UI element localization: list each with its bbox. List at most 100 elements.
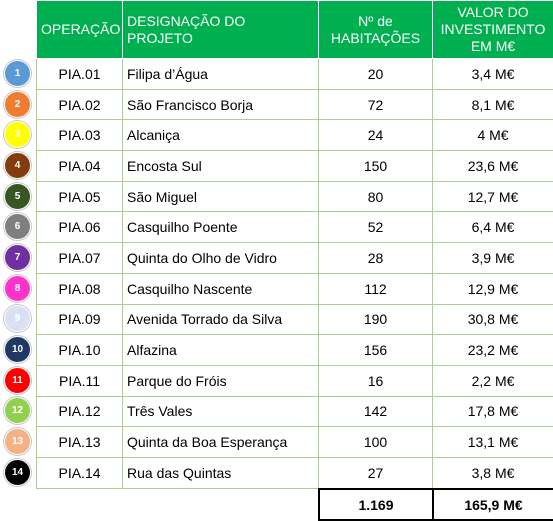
marker-row: 3 bbox=[0, 119, 36, 150]
marker-row: 10 bbox=[0, 334, 36, 365]
investment-cell: 3,4 M€ bbox=[433, 59, 553, 90]
dwellings-cell: 72 bbox=[319, 89, 433, 120]
dwellings-cell: 80 bbox=[319, 181, 433, 212]
operation-number-badge: 7 bbox=[4, 244, 31, 271]
marker-row: 1 bbox=[0, 58, 36, 89]
marker-row: 2 bbox=[0, 89, 36, 120]
operation-number-badge: 12 bbox=[4, 397, 31, 424]
project-name-cell: Alcaniça bbox=[123, 120, 319, 151]
operation-code-cell: PIA.12 bbox=[37, 396, 123, 427]
operation-number-badge: 11 bbox=[4, 367, 31, 394]
marker-row: 5 bbox=[0, 181, 36, 212]
operation-number-badge: 13 bbox=[4, 428, 31, 455]
operation-code-cell: PIA.04 bbox=[37, 151, 123, 182]
operation-number-badge: 1 bbox=[4, 60, 31, 87]
investment-table: OPERAÇÃO DESIGNAÇÃO DO PROJETO Nº de HAB… bbox=[36, 0, 553, 489]
project-name-cell: Filipa d’Água bbox=[123, 59, 319, 90]
project-name-cell: São Miguel bbox=[123, 181, 319, 212]
investment-cell: 30,8 M€ bbox=[433, 304, 553, 335]
dwellings-cell: 28 bbox=[319, 243, 433, 274]
totals-table: 1.169 165,9 M€ bbox=[318, 488, 553, 521]
operation-code-cell: PIA.02 bbox=[37, 89, 123, 120]
dwellings-cell: 27 bbox=[319, 457, 433, 488]
investment-cell: 3,8 M€ bbox=[433, 457, 553, 488]
dwellings-cell: 190 bbox=[319, 304, 433, 335]
investment-cell: 8,1 M€ bbox=[433, 89, 553, 120]
dwellings-cell: 100 bbox=[319, 427, 433, 458]
operation-number-badge: 4 bbox=[4, 152, 31, 179]
operation-code-cell: PIA.11 bbox=[37, 365, 123, 396]
project-name-cell: Casquilho Nascente bbox=[123, 273, 319, 304]
project-name-cell: Parque do Fróis bbox=[123, 365, 319, 396]
operation-number-badge: 3 bbox=[4, 121, 31, 148]
marker-row: 11 bbox=[0, 365, 36, 396]
operation-code-cell: PIA.09 bbox=[37, 304, 123, 335]
marker-row: 7 bbox=[0, 242, 36, 273]
project-name-cell: Casquilho Poente bbox=[123, 212, 319, 243]
operation-number-badge: 10 bbox=[4, 336, 31, 363]
investment-cell: 13,1 M€ bbox=[433, 427, 553, 458]
project-name-cell: São Francisco Borja bbox=[123, 89, 319, 120]
investment-cell: 12,9 M€ bbox=[433, 273, 553, 304]
investment-cell: 4 M€ bbox=[433, 120, 553, 151]
dwellings-cell: 142 bbox=[319, 396, 433, 427]
header-row: OPERAÇÃO DESIGNAÇÃO DO PROJETO Nº de HAB… bbox=[37, 1, 553, 59]
operation-number-badge: 6 bbox=[4, 213, 31, 240]
marker-row: 4 bbox=[0, 150, 36, 181]
operation-code-cell: PIA.06 bbox=[37, 212, 123, 243]
totals-row: 1.169 165,9 M€ bbox=[319, 489, 553, 520]
dwellings-cell: 156 bbox=[319, 335, 433, 366]
operation-number-badge: 2 bbox=[4, 91, 31, 118]
total-dwellings: 1.169 bbox=[319, 489, 433, 520]
marker-row: 8 bbox=[0, 273, 36, 304]
operation-code-cell: PIA.03 bbox=[37, 120, 123, 151]
operation-code-cell: PIA.10 bbox=[37, 335, 123, 366]
operation-code-cell: PIA.13 bbox=[37, 427, 123, 458]
operation-code-cell: PIA.07 bbox=[37, 243, 123, 274]
project-name-cell: Avenida Torrado da Silva bbox=[123, 304, 319, 335]
operation-code-cell: PIA.08 bbox=[37, 273, 123, 304]
investment-cell: 2,2 M€ bbox=[433, 365, 553, 396]
investment-cell: 23,2 M€ bbox=[433, 335, 553, 366]
operation-number-badge: 9 bbox=[4, 305, 31, 332]
investment-cell: 6,4 M€ bbox=[433, 212, 553, 243]
investment-cell: 17,8 M€ bbox=[433, 396, 553, 427]
investment-cell: 23,6 M€ bbox=[433, 151, 553, 182]
operation-number-badge: 5 bbox=[4, 183, 31, 210]
dwellings-cell: 20 bbox=[319, 59, 433, 90]
project-name-cell: Alfazina bbox=[123, 335, 319, 366]
header-project: DESIGNAÇÃO DO PROJETO bbox=[123, 1, 319, 59]
header-investment: VALOR DO INVESTIMENTO EM M€ bbox=[433, 1, 553, 59]
header-dwellings: Nº de HABITAÇÕES bbox=[319, 1, 433, 59]
operation-code-cell: PIA.05 bbox=[37, 181, 123, 212]
project-name-cell: Encosta Sul bbox=[123, 151, 319, 182]
header-operation: OPERAÇÃO bbox=[37, 1, 123, 59]
project-name-cell: Quinta do Olho de Vidro bbox=[123, 243, 319, 274]
operation-number-badge: 14 bbox=[4, 459, 31, 486]
operation-code-cell: PIA.14 bbox=[37, 457, 123, 488]
operation-number-badge: 8 bbox=[4, 275, 31, 302]
investment-cell: 12,7 M€ bbox=[433, 181, 553, 212]
project-name-cell: Quinta da Boa Esperança bbox=[123, 427, 319, 458]
investment-cell: 3,9 M€ bbox=[433, 243, 553, 274]
marker-row: 9 bbox=[0, 304, 36, 335]
marker-row: 13 bbox=[0, 426, 36, 457]
dwellings-cell: 150 bbox=[319, 151, 433, 182]
dwellings-cell: 52 bbox=[319, 212, 433, 243]
operation-code-cell: PIA.01 bbox=[37, 59, 123, 90]
dwellings-cell: 24 bbox=[319, 120, 433, 151]
marker-row: 6 bbox=[0, 211, 36, 242]
